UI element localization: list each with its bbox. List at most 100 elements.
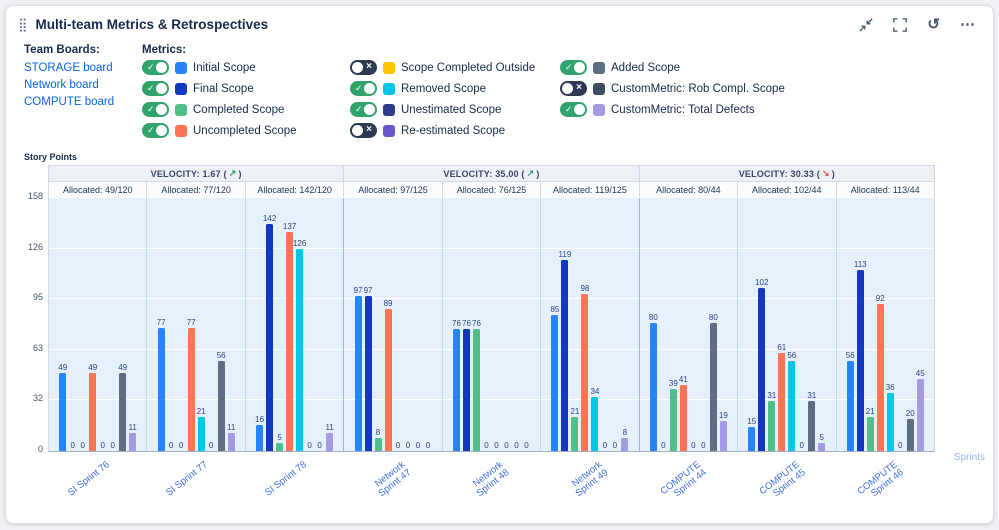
plot-canvas: 49 0 0 49 0 0 49 11 77 0 0 77 21 0 56 11 16 142 5 137 126 0 0 1…	[48, 197, 935, 452]
bar-slot: 113	[854, 198, 867, 451]
legend-column-1: Initial Scope Final Scope Completed Scope U…	[142, 60, 350, 138]
bar-value-label: 8	[375, 428, 381, 438]
bar-slot: 98	[580, 198, 589, 451]
bar-removed-scope	[296, 249, 304, 451]
bar-slot: 8	[374, 198, 382, 451]
bar-slot: 0	[69, 198, 77, 451]
history-icon[interactable]: ↺	[927, 15, 940, 33]
legend-label: Added Scope	[611, 61, 681, 74]
dashboard-widget-card: ⣿ Multi-team Metrics & Retrospectives ↺ …	[5, 5, 994, 524]
bar-custommetric-total-defects	[719, 420, 727, 451]
more-options-icon[interactable]: ⋯	[960, 15, 975, 33]
y-axis-title: Story Points	[24, 152, 78, 162]
collapse-icon[interactable]	[859, 17, 874, 32]
toggle-knob	[352, 62, 363, 73]
bar-uncompleted-scope	[384, 308, 392, 451]
bar-slot: 56	[846, 198, 855, 451]
sprint-column-compute-sprint-45: 15 102 31 61 56 0 31 5	[738, 198, 837, 451]
velocity-header-row: VELOCITY: 1.67 (↗) VELOCITY: 35.00 (↗) VEL…	[48, 165, 935, 181]
toggle-initial-scope[interactable]	[142, 60, 169, 75]
bar-slot: 0	[601, 198, 609, 451]
metrics-section: Metrics: Initial Scope Final Scope Complet…	[142, 44, 977, 138]
bar-slot: 0	[177, 198, 185, 451]
bar-slot: 119	[558, 198, 572, 451]
bar-slot: 102	[755, 198, 768, 451]
bar-slot: 21	[570, 198, 579, 451]
bar-value-label: 5	[277, 433, 282, 442]
bar-slot: 0	[207, 198, 215, 451]
metrics-legend: Initial Scope Final Scope Completed Scope U…	[142, 60, 977, 138]
bar-added-scope	[217, 361, 225, 451]
bar-value-label: 8	[622, 428, 628, 438]
bar-slot: 31	[767, 198, 776, 451]
bar-slot: 0	[611, 198, 619, 451]
legend-label: Initial Scope	[193, 61, 256, 74]
toggle-completed-scope[interactable]	[142, 102, 169, 117]
bar-value-label: 76	[472, 319, 481, 329]
chart-area: Story Points 0 32 63 95 126 158 VELOCITY: 1.6…	[6, 152, 993, 508]
bar-removed-scope	[886, 393, 894, 451]
drag-handle-icon[interactable]: ⣿	[18, 17, 28, 32]
bar-value-label: 0	[494, 441, 499, 450]
color-swatch	[593, 103, 605, 116]
legend-item-removed-scope: Removed Scope	[350, 81, 560, 96]
bar-slot: 142	[263, 198, 276, 451]
toggle-knob	[562, 83, 573, 94]
bar-slot: 0	[306, 198, 314, 451]
allocated-value-network-sprint-49: Allocated: 119/125	[541, 182, 640, 197]
bar-value-label: 20	[905, 408, 915, 418]
bar-value-label: 5	[819, 433, 824, 442]
bar-completed-scope	[669, 388, 677, 451]
toggle-knob	[156, 104, 167, 115]
sprint-axis-label-network-sprint-49: Network Sprint 49	[569, 459, 611, 500]
toggle-scope-completed-outside[interactable]	[350, 60, 377, 75]
bar-value-label: 77	[156, 317, 166, 327]
bar-initial-scope	[551, 314, 559, 451]
bar-slot: 77	[187, 198, 196, 451]
legend-label: CustomMetric: Total Defects	[611, 103, 755, 116]
toggle-knob	[352, 125, 363, 136]
bar-slot: 0	[482, 198, 490, 451]
toggle-knob	[156, 125, 167, 136]
legend-label: Unestimated Scope	[401, 103, 502, 116]
toggle-re-estimated-scope[interactable]	[350, 123, 377, 138]
sprint-axis-label-si-sprint-76: SI Sprint 76	[65, 459, 112, 499]
toggle-uncompleted-scope[interactable]	[142, 123, 169, 138]
bar-value-label: 119	[558, 250, 572, 260]
legend-label: CustomMetric: Rob Compl. Scope	[611, 82, 785, 95]
team-board-link-network-board[interactable]: Network board	[24, 79, 99, 91]
velocity-paren: )	[831, 168, 835, 179]
bar-final-scope	[364, 295, 372, 451]
bar-slot: 0	[699, 198, 707, 451]
bar-initial-scope	[354, 295, 362, 451]
sprint-axis-label-network-sprint-47: Network Sprint 47	[372, 459, 414, 500]
bar-final-scope	[561, 260, 569, 451]
bar-slot: 31	[807, 198, 816, 451]
color-swatch	[383, 61, 395, 74]
bar-completed-scope	[374, 438, 382, 451]
sprint-column-compute-sprint-44: 80 0 39 41 0 0 80 19	[640, 198, 739, 451]
toggle-unestimated-scope[interactable]	[350, 102, 377, 117]
bar-value-label: 19	[718, 410, 728, 420]
toggle-final-scope[interactable]	[142, 81, 169, 96]
bar-uncompleted-scope	[679, 385, 687, 451]
team-board-link-compute-board[interactable]: COMPUTE board	[24, 96, 115, 108]
bar-slot: 0	[79, 198, 87, 451]
allocated-value-compute-sprint-46: Allocated: 113/44	[850, 184, 920, 195]
bar-removed-scope	[788, 361, 796, 451]
team-board-link-storage-board[interactable]: STORAGE board	[24, 62, 113, 74]
toggle-removed-scope[interactable]	[350, 81, 377, 96]
bar-initial-scope	[59, 372, 67, 451]
legend-item-final-scope: Final Scope	[142, 81, 350, 96]
bar-value-label: 36	[885, 383, 895, 393]
bar-chart: 0 32 63 95 126 158 VELOCITY: 1.67 (↗) VELOCITY…	[22, 165, 993, 508]
velocity-paren: )	[238, 168, 242, 179]
fullscreen-icon[interactable]	[893, 17, 908, 32]
toggle-custommetric-rob-compl-scope[interactable]	[560, 81, 587, 96]
bar-value-label: 0	[80, 441, 85, 450]
toggle-added-scope[interactable]	[560, 60, 587, 75]
toggle-custommetric-total-defects[interactable]	[560, 102, 587, 117]
bar-slot: 80	[709, 198, 718, 451]
sprint-axis-label-cell: COMPUTE Sprint 45	[738, 452, 837, 508]
color-swatch	[593, 61, 605, 74]
